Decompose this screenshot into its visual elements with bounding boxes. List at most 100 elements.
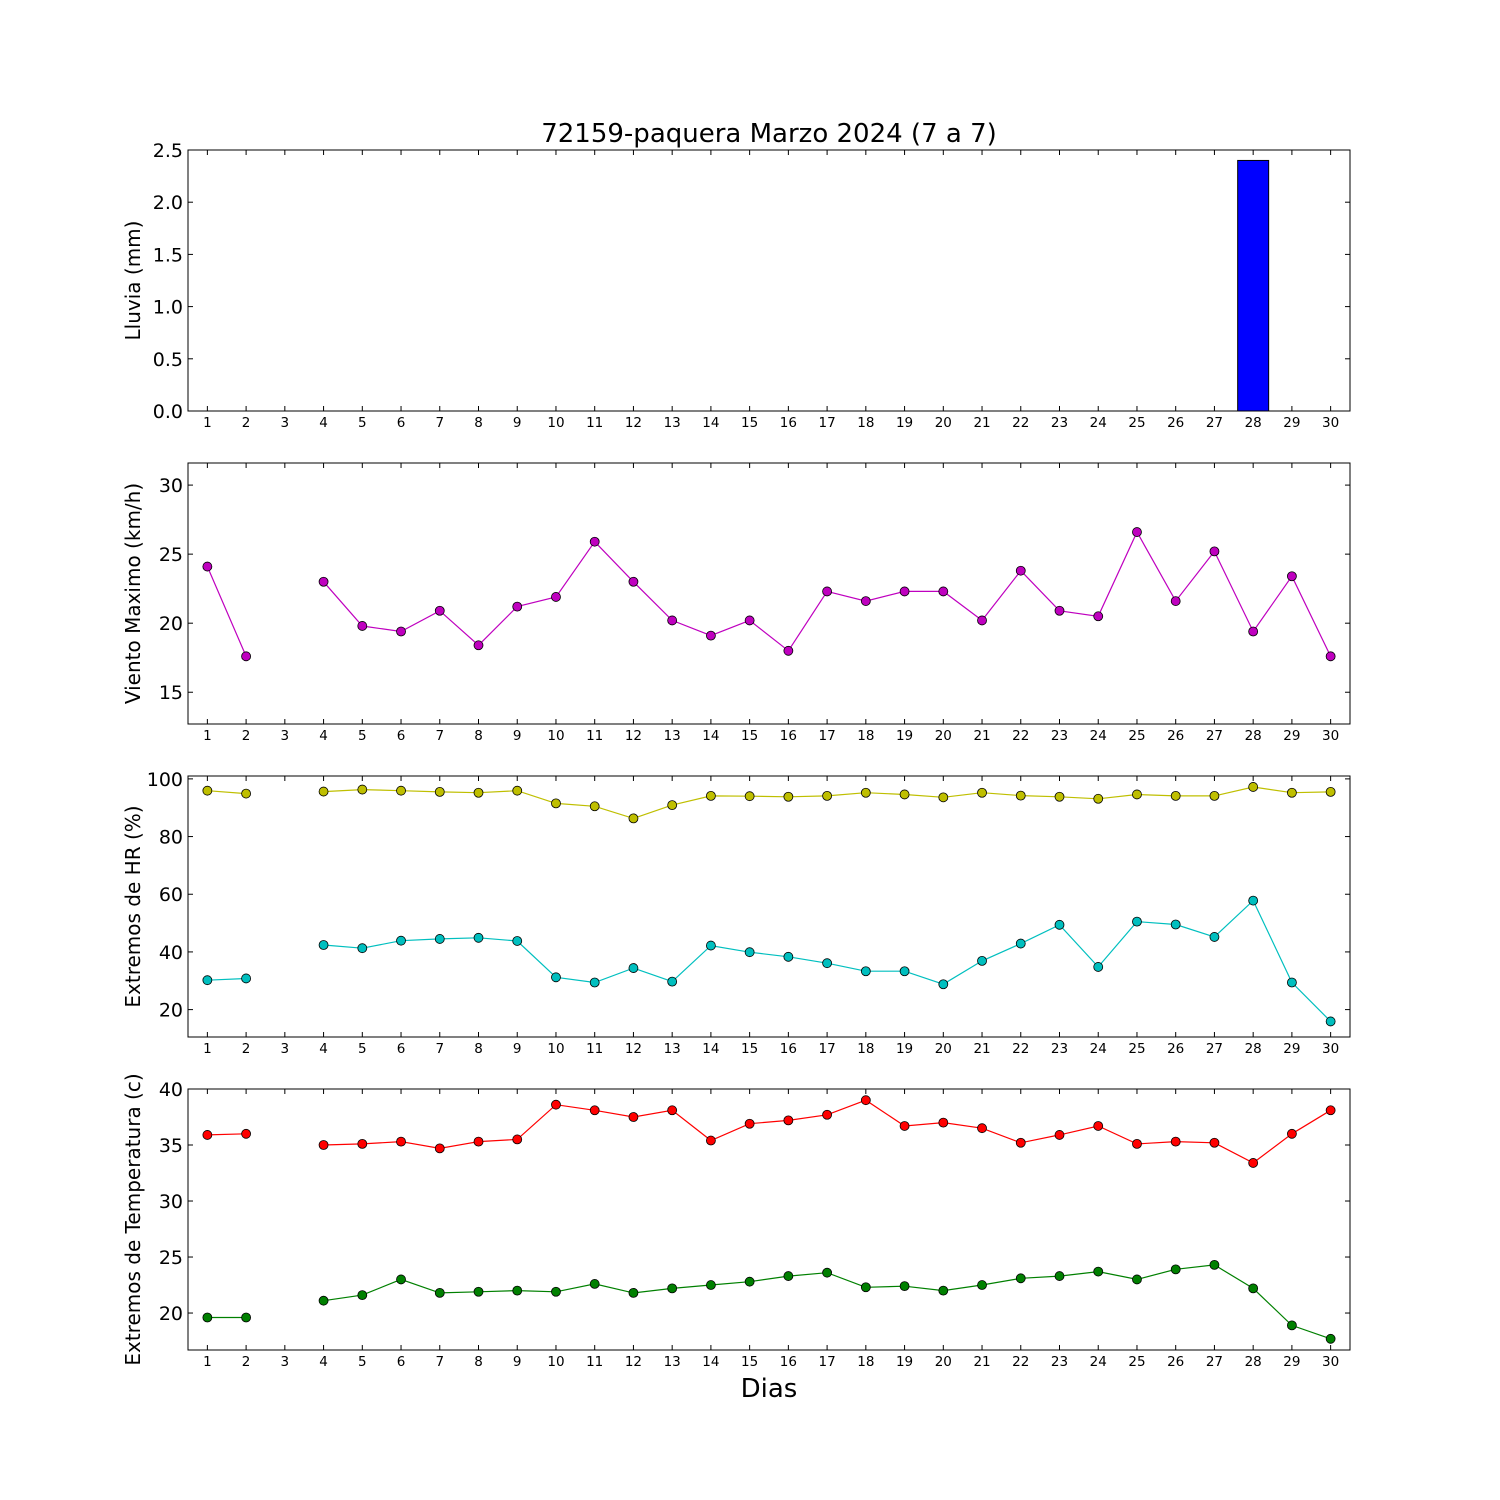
data-point <box>1325 786 1336 797</box>
y-tick-label: 0.5 <box>153 349 183 371</box>
data-point <box>1093 962 1104 972</box>
x-tick-label: 14 <box>702 728 719 744</box>
data-point <box>1248 1158 1259 1168</box>
data-point <box>1132 916 1142 927</box>
y-tick-label: 25 <box>159 1247 183 1269</box>
axes-frame <box>187 149 1351 412</box>
data-point <box>744 791 755 802</box>
data-point <box>1287 1320 1297 1331</box>
data-point <box>241 651 252 662</box>
data-point <box>202 785 213 796</box>
x-tick-label: 25 <box>1128 1354 1145 1370</box>
x-tick-label: 2 <box>242 1041 251 1057</box>
x-tick-label: 29 <box>1283 1041 1300 1057</box>
x-tick-label: 13 <box>664 1354 681 1370</box>
series-line-2 <box>207 1264 1331 1340</box>
x-axis-label: Dias <box>741 1374 798 1404</box>
x-tick-label: 17 <box>819 1354 836 1370</box>
x-tick-label: 8 <box>474 415 483 431</box>
data-point <box>241 1312 252 1323</box>
data-point <box>1015 1273 1026 1284</box>
data-point <box>744 1118 755 1129</box>
data-point <box>241 1128 252 1139</box>
y-tick-label: 60 <box>159 884 183 906</box>
y-tick-label: 40 <box>159 1079 183 1101</box>
y-tick-label: 2.0 <box>153 192 183 214</box>
data-point <box>357 1290 368 1301</box>
data-point <box>318 940 329 950</box>
x-tick-label: 7 <box>435 1354 444 1370</box>
x-tick-label: 15 <box>741 1041 758 1057</box>
x-tick-label: 8 <box>474 728 483 744</box>
data-point <box>1209 546 1220 557</box>
x-tick-label: 26 <box>1167 1354 1184 1370</box>
x-tick-label: 7 <box>435 1041 444 1057</box>
x-tick-label: 13 <box>664 1041 681 1057</box>
x-tick-label: 11 <box>586 1354 603 1370</box>
x-tick-label: 5 <box>358 728 367 744</box>
data-point <box>667 800 678 811</box>
data-point <box>744 615 755 626</box>
data-point <box>512 936 523 946</box>
x-tick-label: 18 <box>857 1354 874 1370</box>
x-tick-label: 6 <box>397 415 406 431</box>
x-tick-label: 6 <box>397 728 406 744</box>
y-tick-label: 20 <box>159 613 183 635</box>
y-tick-label: 15 <box>159 682 183 704</box>
x-tick-label: 3 <box>281 1041 290 1057</box>
data-point <box>512 785 523 796</box>
data-point <box>1054 605 1065 616</box>
data-point <box>473 787 484 798</box>
data-point <box>396 1274 406 1285</box>
data-point <box>551 1099 561 1110</box>
data-point <box>628 1287 639 1298</box>
x-tick-label: 2 <box>242 415 251 431</box>
x-tick-label: 1 <box>203 1041 212 1057</box>
x-tick-label: 10 <box>547 728 564 744</box>
data-point <box>1287 1128 1297 1139</box>
x-tick-label: 18 <box>857 415 874 431</box>
x-tick-label: 23 <box>1051 1041 1068 1057</box>
x-tick-label: 16 <box>780 728 797 744</box>
x-tick-label: 22 <box>1012 415 1029 431</box>
x-tick-label: 22 <box>1012 1354 1029 1370</box>
x-tick-label: 2 <box>242 728 251 744</box>
y-tick-label: 25 <box>159 544 183 566</box>
x-tick-label: 8 <box>474 1041 483 1057</box>
data-point <box>1093 793 1104 804</box>
data-point <box>938 1285 949 1296</box>
x-tick-label: 4 <box>319 415 328 431</box>
data-point <box>396 935 406 946</box>
x-tick-label: 12 <box>625 415 642 431</box>
y-tick-label: 30 <box>159 475 183 497</box>
x-tick-label: 19 <box>896 728 913 744</box>
data-point <box>589 801 600 812</box>
data-point <box>860 596 871 606</box>
data-point <box>783 791 794 802</box>
y-tick-label: 80 <box>159 827 183 849</box>
data-point <box>589 1105 600 1116</box>
data-point <box>1325 651 1336 662</box>
data-point <box>318 576 329 587</box>
x-tick-label: 2 <box>242 1354 251 1370</box>
data-point <box>667 976 678 987</box>
data-point <box>1248 895 1259 906</box>
x-tick-label: 24 <box>1090 1041 1107 1057</box>
x-tick-label: 9 <box>513 415 522 431</box>
x-tick-label: 9 <box>513 728 522 744</box>
data-point <box>1209 1137 1220 1148</box>
data-point <box>1170 1264 1181 1275</box>
x-tick-label: 21 <box>973 1354 990 1370</box>
y-axis-label: Lluvia (mm) <box>121 221 145 341</box>
x-tick-label: 26 <box>1167 728 1184 744</box>
x-tick-label: 21 <box>973 1041 990 1057</box>
data-point <box>396 1136 406 1147</box>
data-point <box>434 934 445 944</box>
data-point <box>899 586 910 597</box>
data-point <box>628 1112 639 1122</box>
data-point <box>357 784 368 795</box>
data-point <box>434 1287 445 1298</box>
data-point <box>628 963 639 973</box>
data-point <box>938 1117 949 1128</box>
